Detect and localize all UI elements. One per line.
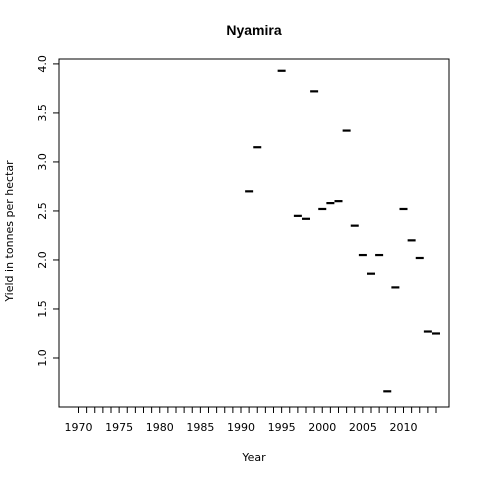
y-axis: 1.0 1.5 2.0 2.5 3.0 3.5 4.0 [36,55,59,367]
x-tick-label: 1995 [268,421,296,434]
x-axis: 1970 1975 1980 1985 1990 1995 2000 2005 2010 [65,407,437,434]
x-tick-label: 2000 [308,421,336,434]
y-axis-label: Yield in tonnes per hectar [3,160,16,303]
y-tick-label: 2.5 [36,202,49,220]
y-tick-label: 3.5 [36,104,49,122]
chart-title: Nyamira [226,22,281,38]
x-tick-label: 1985 [186,421,214,434]
data-points [245,69,440,393]
plot-frame [58,58,450,408]
x-tick-label: 1970 [65,421,93,434]
x-tick-label: 2010 [390,421,418,434]
y-tick-label: 3.0 [36,153,49,171]
y-tick-label: 1.5 [36,300,49,318]
x-axis-label: Year [241,451,266,464]
x-tick-label: 1980 [146,421,174,434]
x-tick-label: 2005 [349,421,377,434]
y-tick-label: 2.0 [36,251,49,269]
x-tick-label: 1975 [105,421,133,434]
y-tick-label: 1.0 [36,349,49,367]
y-tick-label: 4.0 [36,55,49,73]
x-tick-label: 1990 [227,421,255,434]
